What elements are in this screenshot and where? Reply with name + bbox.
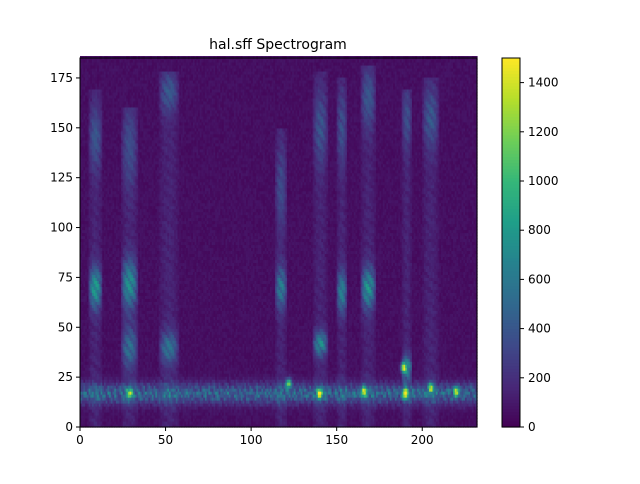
heatmap [80, 56, 478, 428]
chart-title: hal.sff Spectrogram [209, 37, 347, 53]
